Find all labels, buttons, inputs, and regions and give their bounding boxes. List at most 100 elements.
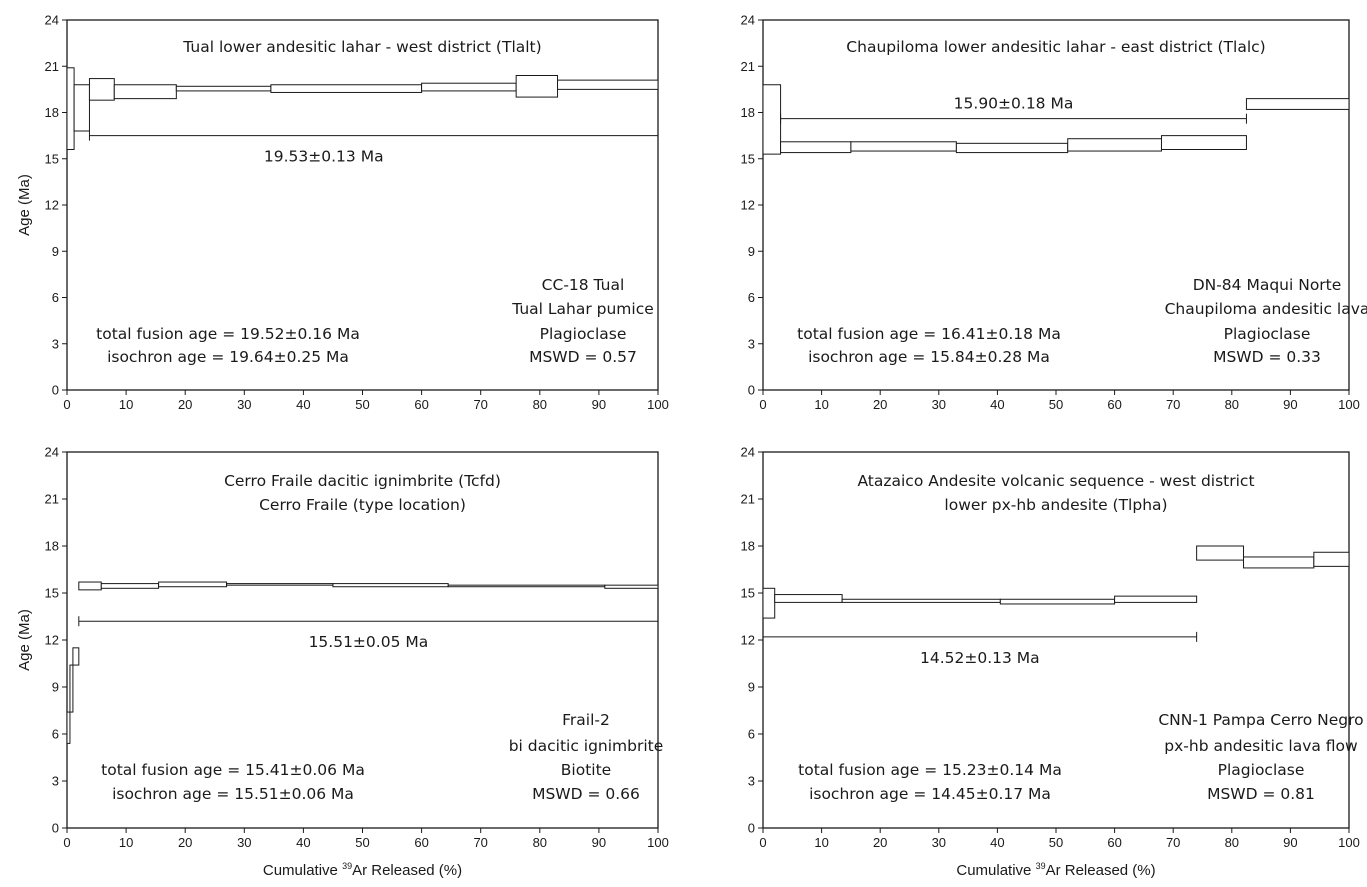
heating-step-box xyxy=(69,664,74,713)
sample-info-line: CNN-1 Pampa Cerro Negro xyxy=(1158,711,1363,729)
plateau-age-label: 14.52±0.13 Ma xyxy=(920,649,1040,667)
age-info-line: total fusion age = 15.41±0.06 Ma xyxy=(101,761,365,779)
y-tick-label: 18 xyxy=(741,539,755,554)
chart-panel-4: 0 3 6 9 12 15 18 21 24 0 10 20 30 40 50 60 70 80 90 100 Cumu… xyxy=(741,445,1364,880)
sample-info-line: MSWD = 0.66 xyxy=(532,785,640,803)
x-tick-label: 20 xyxy=(873,397,887,412)
age-info-line: total fusion age = 15.23±0.14 Ma xyxy=(798,761,1062,779)
panel-title: Cerro Fraile (type location) xyxy=(259,496,466,514)
y-tick-label: 12 xyxy=(741,198,755,213)
x-tick-label: 20 xyxy=(873,835,887,850)
y-tick-label: 0 xyxy=(52,383,59,398)
heating-step-box xyxy=(226,583,334,586)
heating-step-box xyxy=(557,79,659,90)
heating-step-box xyxy=(66,711,71,744)
x-tick-label: 100 xyxy=(647,397,669,412)
heating-step-box xyxy=(72,647,80,666)
age-info-line: isochron age = 15.84±0.28 Ma xyxy=(808,348,1050,366)
heating-step-box xyxy=(447,584,606,588)
x-tick-label: 90 xyxy=(592,397,606,412)
x-tick-label: 80 xyxy=(533,835,547,850)
y-tick-label: 18 xyxy=(741,105,755,120)
x-tick-label: 10 xyxy=(119,835,133,850)
panel-title: Atazaico Andesite volcanic sequence - we… xyxy=(857,472,1254,490)
y-tick-label: 12 xyxy=(741,633,755,648)
x-tick-label: 20 xyxy=(178,397,192,412)
x-tick-label: 30 xyxy=(237,397,251,412)
x-tick-label: 40 xyxy=(296,835,310,850)
x-tick-label: 70 xyxy=(473,397,487,412)
sample-info-line: Biotite xyxy=(561,761,611,779)
y-tick-label: 18 xyxy=(45,539,59,554)
y-tick-label: 12 xyxy=(45,198,59,213)
y-tick-label: 0 xyxy=(52,821,59,836)
y-tick-label: 24 xyxy=(45,13,59,28)
heating-step-box xyxy=(604,584,659,589)
heating-step-box xyxy=(158,581,228,588)
x-tick-label: 30 xyxy=(932,835,946,850)
x-tick-label: 60 xyxy=(1107,397,1121,412)
x-tick-label: 70 xyxy=(1166,397,1180,412)
heating-step-box xyxy=(332,583,449,588)
heating-step-box xyxy=(762,587,776,619)
x-axis-label: Cumulative 39Ar Released (%) xyxy=(956,861,1155,879)
y-tick-label: 18 xyxy=(45,105,59,120)
heating-step-box xyxy=(1243,556,1315,569)
x-tick-label: 40 xyxy=(990,835,1004,850)
y-tick-label: 6 xyxy=(748,290,755,305)
y-tick-label: 0 xyxy=(748,383,755,398)
heating-step-box xyxy=(175,85,272,92)
y-tick-label: 0 xyxy=(748,821,755,836)
x-tick-label: 20 xyxy=(178,835,192,850)
y-axis-label: Age (Ma) xyxy=(16,609,33,671)
x-tick-label: 90 xyxy=(1283,835,1297,850)
heating-step-box xyxy=(1067,138,1162,152)
x-tick-label: 50 xyxy=(1049,397,1063,412)
panel-title: lower px-hb andesite (Tlpha) xyxy=(944,496,1167,514)
x-tick-label: 10 xyxy=(119,397,133,412)
y-tick-label: 9 xyxy=(748,244,755,259)
x-tick-label: 100 xyxy=(1338,835,1360,850)
x-tick-label: 80 xyxy=(1225,397,1239,412)
x-tick-label: 10 xyxy=(814,835,828,850)
x-tick-label: 10 xyxy=(814,397,828,412)
y-tick-label: 3 xyxy=(748,774,755,789)
heating-step-box xyxy=(113,84,177,100)
x-axis-label: Cumulative 39Ar Released (%) xyxy=(263,861,462,879)
age-info-line: isochron age = 15.51±0.06 Ma xyxy=(112,785,354,803)
y-tick-label: 3 xyxy=(52,336,59,351)
heating-step-box xyxy=(955,142,1069,154)
x-tick-label: 0 xyxy=(63,835,70,850)
y-tick-label: 24 xyxy=(45,445,59,460)
panel-title: Cerro Fraile dacitic ignimbrite (Tcfd) xyxy=(224,472,501,490)
x-tick-label: 80 xyxy=(1225,835,1239,850)
sample-info-line: Frail-2 xyxy=(562,711,610,729)
x-tick-label: 90 xyxy=(1283,397,1297,412)
heating-step-box xyxy=(88,78,115,101)
age-info-line: total fusion age = 16.41±0.18 Ma xyxy=(797,325,1061,343)
sample-info-line: DN-84 Maqui Norte xyxy=(1193,276,1342,294)
heating-step-box xyxy=(100,583,160,589)
y-tick-label: 21 xyxy=(45,59,59,74)
y-tick-label: 3 xyxy=(52,774,59,789)
y-tick-label: 3 xyxy=(748,336,755,351)
heating-step-box xyxy=(66,67,75,150)
y-tick-label: 21 xyxy=(741,59,755,74)
y-tick-label: 15 xyxy=(741,151,755,166)
heating-step-box xyxy=(270,84,423,93)
sample-info-line: MSWD = 0.33 xyxy=(1213,348,1321,366)
sample-info-line: bi dacitic ignimbrite xyxy=(509,737,664,755)
sample-info-line: px-hb andesitic lava flow xyxy=(1164,737,1358,755)
plateau-age-label: 15.90±0.18 Ma xyxy=(954,95,1074,113)
y-tick-label: 15 xyxy=(45,586,59,601)
sample-info-line: MSWD = 0.81 xyxy=(1207,785,1315,803)
age-info-line: isochron age = 14.45±0.17 Ma xyxy=(809,785,1051,803)
age-info-line: isochron age = 19.64±0.25 Ma xyxy=(107,348,349,366)
heating-step-box xyxy=(841,598,1001,603)
heating-step-box xyxy=(774,594,843,603)
x-tick-label: 60 xyxy=(1107,835,1121,850)
y-tick-label: 6 xyxy=(748,727,755,742)
y-tick-label: 9 xyxy=(748,680,755,695)
chart-panel-3: 0 3 6 9 12 15 18 21 24 0 10 20 30 40 50 60 70 80 90 100 Age … xyxy=(16,445,669,880)
